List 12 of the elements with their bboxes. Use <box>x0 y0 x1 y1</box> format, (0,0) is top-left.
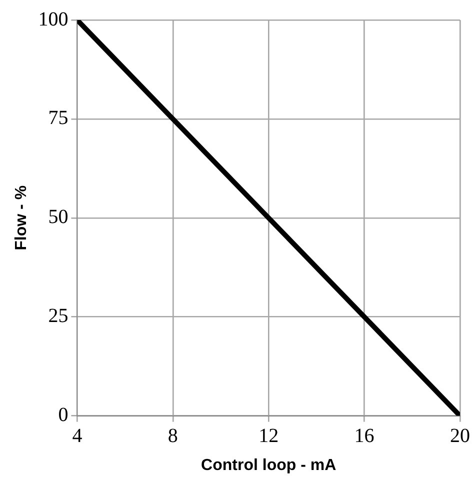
y-tick-label: 75 <box>48 107 68 130</box>
y-axis-title: Flow - % <box>13 185 30 250</box>
x-tick-label: 20 <box>450 425 470 448</box>
y-tick-label: 25 <box>48 305 68 328</box>
x-axis-title: Control loop - mA <box>201 456 337 474</box>
x-tick-label: 12 <box>258 425 279 448</box>
y-tick-label: 0 <box>58 404 68 426</box>
y-tick-label: 50 <box>48 206 68 228</box>
x-tick-label: 4 <box>72 425 82 448</box>
x-tick-label: 16 <box>354 425 374 448</box>
y-tick-label: 100 <box>38 8 68 30</box>
x-tick-label: 8 <box>168 425 178 448</box>
